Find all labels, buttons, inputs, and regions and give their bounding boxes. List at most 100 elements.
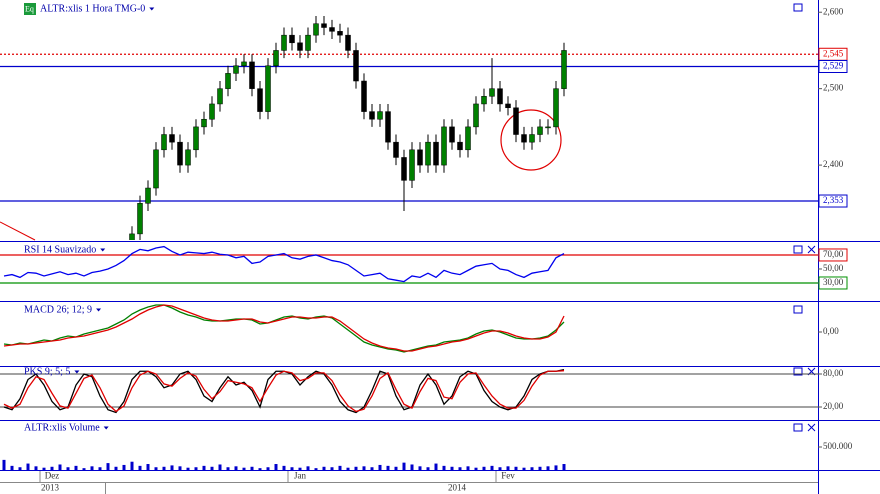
candle-body (401, 157, 407, 181)
dropdown-arrow (103, 426, 109, 430)
candle-body (313, 23, 319, 36)
candle-body (529, 134, 535, 143)
volume-bar (90, 466, 94, 470)
maximize-button[interactable] (793, 245, 803, 254)
maximize-button[interactable] (793, 423, 803, 432)
panel (3, 304, 565, 353)
candle-body (337, 31, 343, 36)
maximize-button[interactable] (793, 367, 803, 376)
candle-body (169, 134, 175, 143)
volume-bar (282, 465, 286, 470)
panel-title: MACD 26; 12; 9 (24, 304, 92, 315)
candle-body (265, 65, 271, 112)
candle-body (153, 149, 159, 189)
candle-body (545, 126, 551, 129)
volume-bar (306, 466, 310, 470)
panel (2, 459, 566, 470)
candle-body (433, 141, 439, 166)
candle-body (513, 107, 519, 135)
volume-bar (250, 466, 254, 470)
candle-body (473, 103, 479, 128)
volume-bar (418, 466, 422, 470)
candle-body (289, 34, 295, 44)
candle-body (481, 96, 487, 105)
volume-bar (530, 467, 534, 470)
panel (0, 16, 818, 240)
indicator-line (3, 245, 565, 283)
x-tick-label: Jan (294, 471, 306, 481)
candle-body (225, 73, 231, 89)
level-label: 2,545 (823, 48, 844, 58)
candle-body (185, 149, 191, 166)
volume-bar (274, 464, 278, 470)
candle-body (217, 88, 223, 105)
volume-bar (2, 459, 6, 470)
volume-bar (50, 466, 54, 470)
candle-body (497, 88, 503, 105)
volume-bar (66, 467, 70, 470)
tick-box (818, 276, 848, 290)
candle-body (369, 111, 375, 120)
volume-bar (154, 467, 158, 470)
volume-bar (258, 468, 262, 470)
volume-bar (170, 465, 174, 470)
y-tick-label: 500.000 (823, 441, 853, 451)
y-tick-label: 2,500 (823, 83, 844, 93)
volume-bar (378, 464, 382, 470)
volume-bar (354, 466, 358, 470)
y-tick-label: 80,00 (823, 368, 844, 378)
y-tick-label: 20,00 (823, 401, 844, 411)
dropdown-arrow (100, 248, 106, 252)
volume-bar (322, 466, 326, 470)
volume-bar (18, 467, 22, 470)
maximize-button[interactable] (793, 305, 803, 314)
volume-bar (266, 467, 270, 470)
level-box (818, 59, 848, 73)
year-label: 2014 (448, 483, 467, 493)
volume-bar (522, 467, 526, 470)
volume-bar (458, 467, 462, 470)
volume-bar (442, 465, 446, 470)
y-tick-label: 2,400 (823, 159, 844, 169)
symbol-icon[interactable] (24, 3, 36, 15)
panel-title: ALTR:xlis 1 Hora TMG-0 (40, 3, 145, 14)
maximize-button[interactable] (793, 3, 803, 12)
panel (0, 368, 818, 414)
close-button[interactable] (807, 245, 816, 254)
candle-body (465, 126, 471, 151)
volume-bar (386, 465, 390, 470)
x-tick-label: Dez (45, 471, 60, 481)
volume-bar (370, 467, 374, 470)
x-tick-label: Fev (501, 471, 515, 481)
candle-body (329, 27, 335, 32)
volume-bar (74, 465, 78, 470)
close-button[interactable] (807, 423, 816, 432)
volume-bar (34, 466, 38, 470)
y-tick-label: 50,00 (823, 263, 844, 273)
level-label: 2,353 (823, 195, 844, 205)
candle-body (129, 233, 135, 240)
volume-bar (186, 467, 190, 470)
symbol-icon-text: Eq (25, 4, 34, 13)
dropdown-arrow (74, 370, 80, 374)
volume-bar (210, 466, 214, 470)
volume-bar (114, 466, 118, 470)
volume-bar (490, 465, 494, 470)
candle-body (233, 65, 239, 74)
dropdown-arrow (96, 308, 102, 312)
volume-bar (474, 467, 478, 470)
volume-bar (362, 466, 366, 470)
candle-body (297, 42, 303, 51)
annotation-circle (500, 109, 562, 171)
volume-bar (178, 466, 182, 470)
volume-bar (226, 467, 230, 470)
volume-bar (122, 464, 126, 470)
level-box (818, 194, 848, 208)
y-tick-label: 70,00 (823, 249, 844, 259)
candle-body (489, 88, 495, 97)
year-label: 2013 (41, 483, 60, 493)
candle-body (393, 141, 399, 158)
y-tick-label: 2,600 (823, 6, 844, 16)
